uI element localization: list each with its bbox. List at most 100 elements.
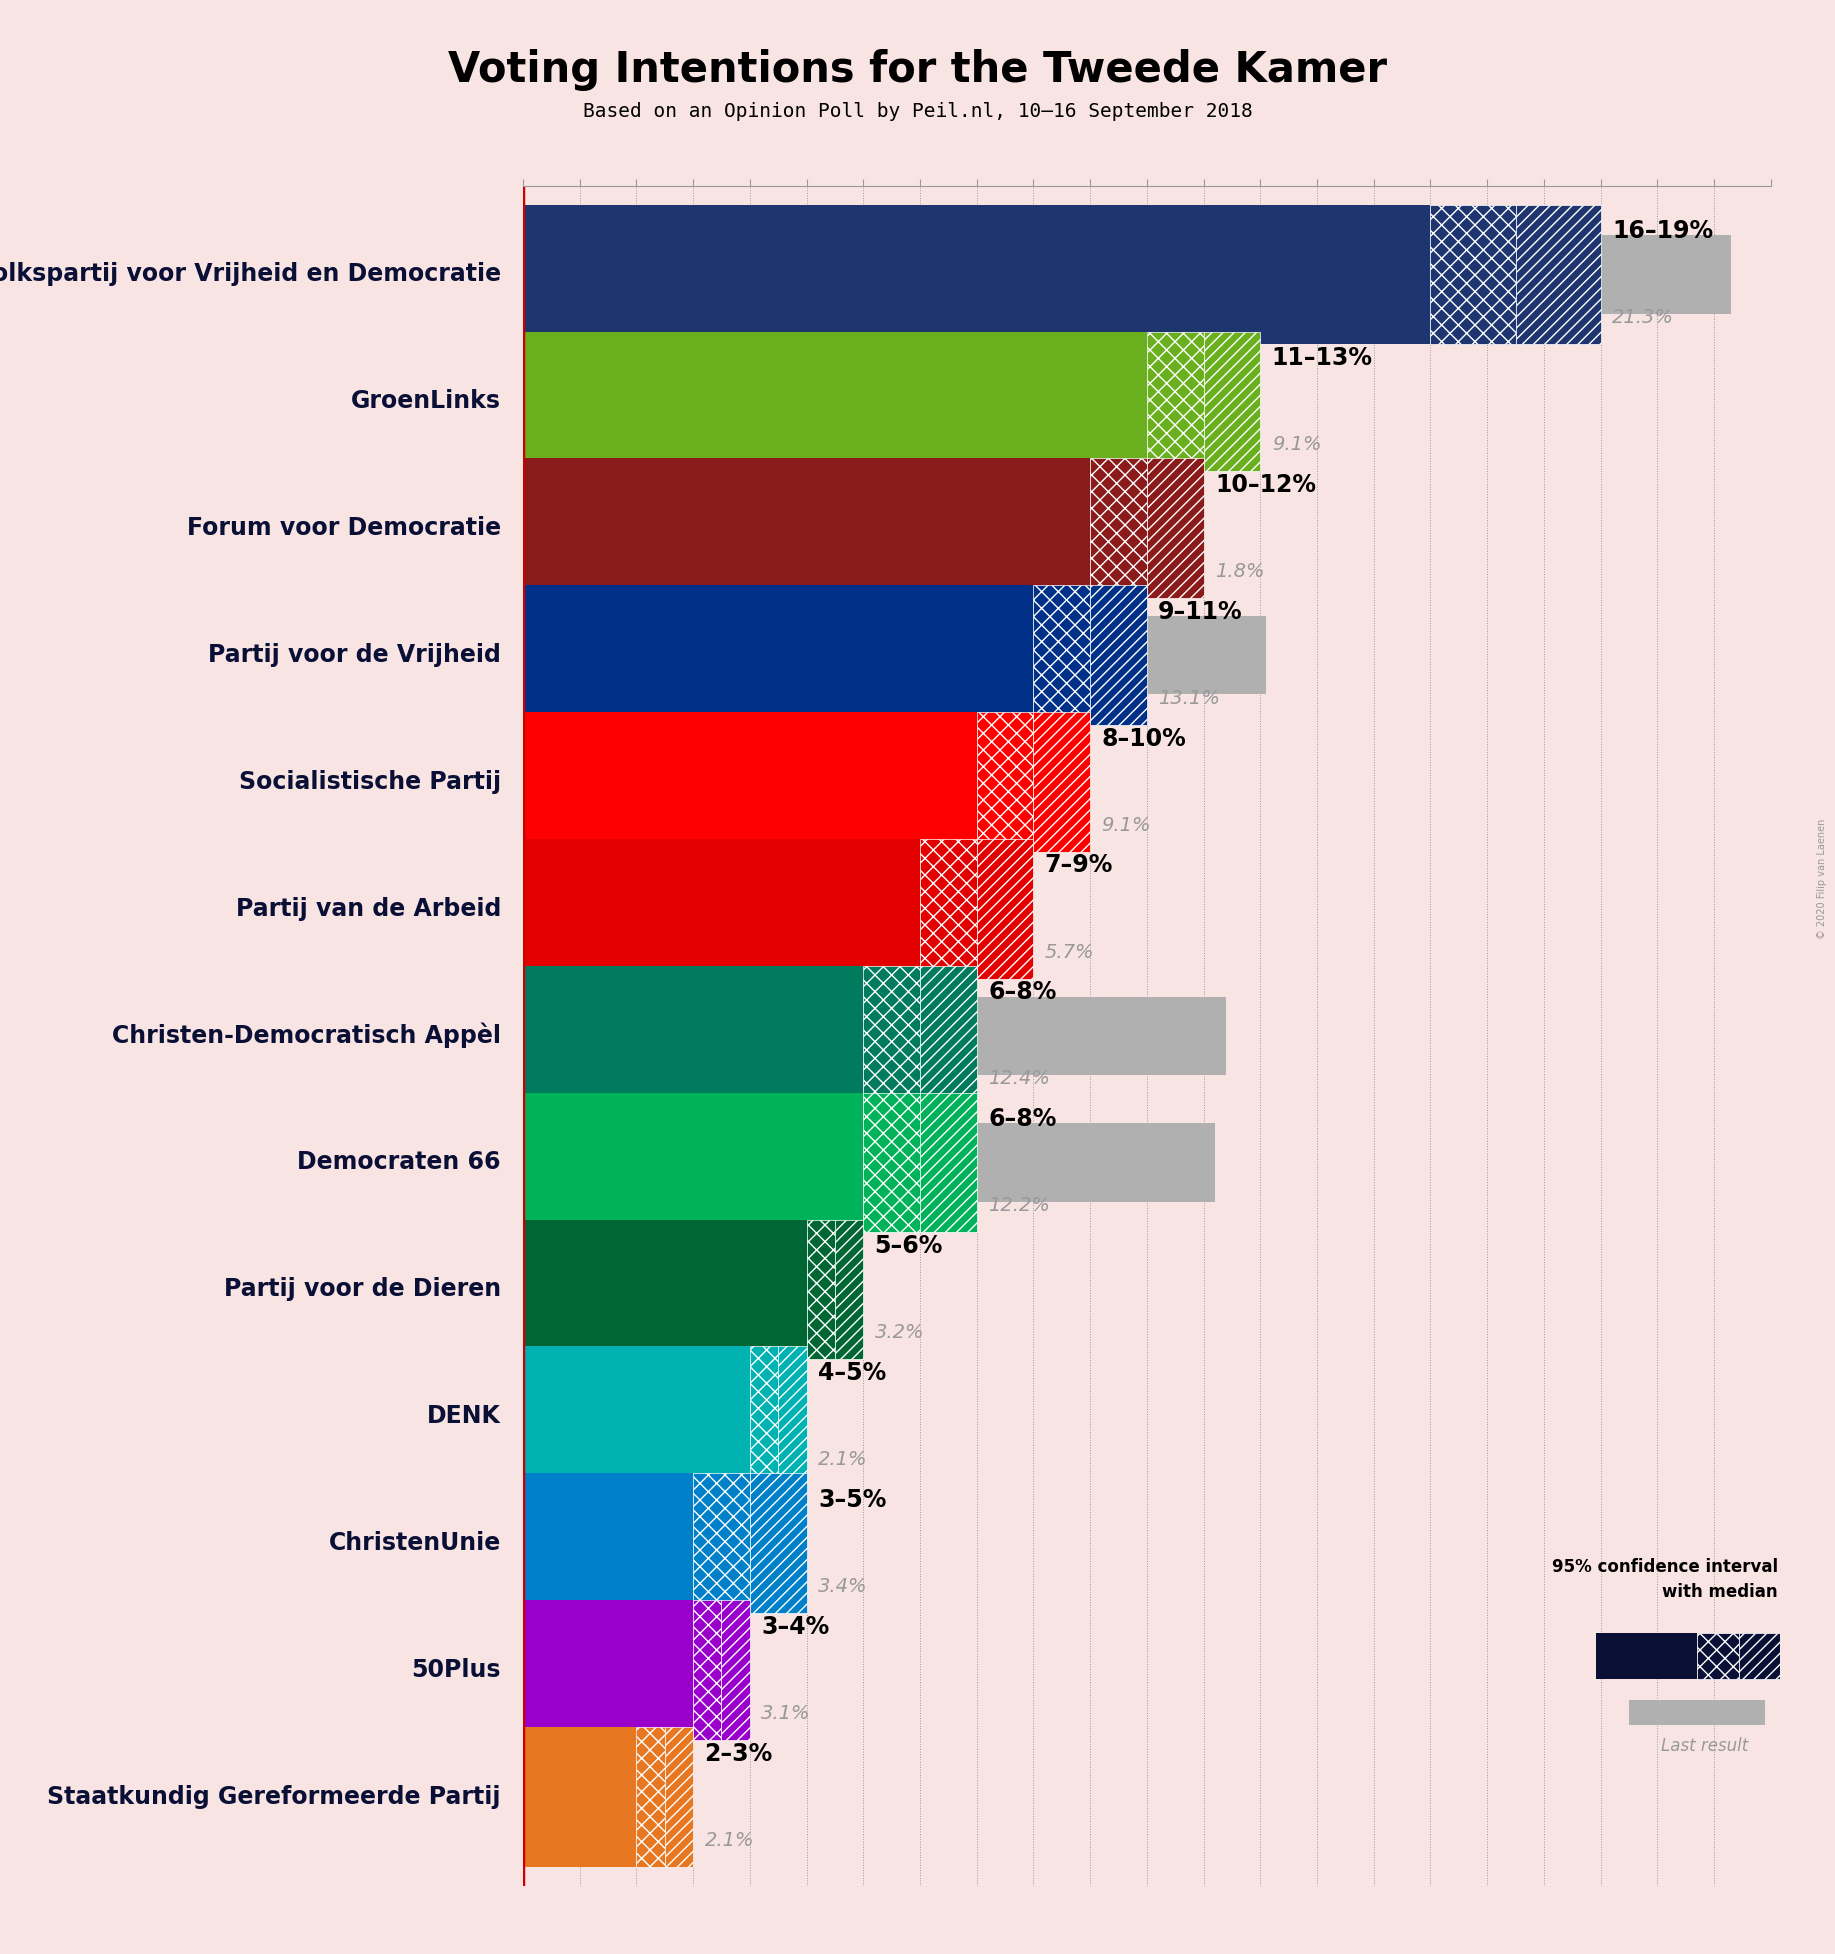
Text: Staatkundig Gereformeerde Partij: Staatkundig Gereformeerde Partij [48, 1784, 501, 1809]
Text: 7–9%: 7–9% [1044, 854, 1114, 877]
Bar [523, 205, 1431, 344]
Text: Partij voor de Vrijheid: Partij voor de Vrijheid [207, 643, 501, 666]
Bar [523, 1219, 807, 1360]
Bar [919, 1092, 976, 1233]
Text: Last result: Last result [1661, 1737, 1749, 1755]
Text: GroenLinks: GroenLinks [350, 389, 501, 414]
Bar [637, 1727, 664, 1866]
Bar [1033, 586, 1090, 725]
Text: 13.1%: 13.1% [1158, 690, 1220, 707]
Bar [523, 965, 862, 1106]
Bar [1090, 586, 1147, 725]
Bar [523, 711, 976, 852]
Bar [523, 361, 1039, 440]
Bar [523, 1600, 694, 1739]
Bar [523, 1378, 642, 1456]
Bar [919, 965, 976, 1106]
Text: 2.1%: 2.1% [818, 1450, 868, 1469]
Bar [523, 586, 1033, 725]
Text: 95% confidence interval
with median: 95% confidence interval with median [1552, 1557, 1778, 1600]
Text: Volkspartij voor Vrijheid en Democratie: Volkspartij voor Vrijheid en Democratie [0, 262, 501, 287]
Bar [523, 234, 1730, 313]
Text: 1.8%: 1.8% [1215, 563, 1264, 580]
Bar [1431, 205, 1516, 344]
Text: 4–5%: 4–5% [818, 1360, 886, 1385]
Bar [1740, 1634, 1780, 1678]
Text: 3.2%: 3.2% [875, 1323, 925, 1342]
Text: Partij voor de Dieren: Partij voor de Dieren [224, 1278, 501, 1301]
Bar [523, 1632, 699, 1710]
Bar [664, 1727, 694, 1866]
Bar [835, 1219, 862, 1360]
Bar [721, 1600, 751, 1739]
Text: 12.4%: 12.4% [987, 1069, 1050, 1088]
Text: DENK: DENK [428, 1405, 501, 1428]
Bar [1697, 1634, 1738, 1678]
Text: 3–5%: 3–5% [818, 1487, 886, 1512]
Text: Partij van de Arbeid: Partij van de Arbeid [235, 897, 501, 920]
Bar [1090, 459, 1147, 598]
Bar [751, 1473, 807, 1612]
Text: 21.3%: 21.3% [1611, 309, 1674, 326]
Text: 11–13%: 11–13% [1272, 346, 1373, 369]
Bar [523, 1251, 705, 1329]
Bar [523, 488, 626, 567]
Text: ChristenUnie: ChristenUnie [328, 1532, 501, 1555]
Bar [523, 1473, 694, 1612]
Bar [523, 459, 1090, 598]
Text: Based on an Opinion Poll by Peil.nl, 10–16 September 2018: Based on an Opinion Poll by Peil.nl, 10–… [584, 102, 1251, 121]
Bar [976, 838, 1033, 979]
Text: 3.4%: 3.4% [818, 1577, 868, 1596]
Bar [523, 1124, 1215, 1202]
Bar [1629, 1700, 1765, 1725]
Text: Democraten 66: Democraten 66 [297, 1151, 501, 1174]
Text: 12.2%: 12.2% [987, 1196, 1050, 1215]
Bar [523, 1759, 642, 1837]
Text: Christen-Democratisch Appèl: Christen-Democratisch Appèl [112, 1022, 501, 1049]
Text: 6–8%: 6–8% [987, 981, 1057, 1004]
Text: 9.1%: 9.1% [1272, 436, 1321, 453]
Bar [1033, 711, 1090, 852]
Text: 8–10%: 8–10% [1101, 727, 1185, 750]
Bar [976, 711, 1033, 852]
Text: 5–6%: 5–6% [875, 1235, 943, 1258]
Bar [523, 1727, 637, 1866]
Text: 50Plus: 50Plus [411, 1657, 501, 1682]
Text: 2.1%: 2.1% [705, 1831, 754, 1850]
Bar [1147, 459, 1204, 598]
Text: 9–11%: 9–11% [1158, 600, 1242, 623]
Text: Socialistische Partij: Socialistische Partij [239, 770, 501, 793]
Bar [523, 870, 846, 948]
Bar [523, 838, 919, 979]
Bar [1204, 332, 1261, 471]
Bar [523, 1346, 751, 1485]
Bar [523, 1092, 862, 1233]
Bar [523, 616, 1266, 694]
Bar [694, 1600, 721, 1739]
Bar [919, 838, 976, 979]
Bar [807, 1219, 835, 1360]
Bar [1516, 205, 1600, 344]
Bar [778, 1346, 807, 1485]
Bar [862, 1092, 919, 1233]
Bar [751, 1346, 778, 1485]
Text: 9.1%: 9.1% [1101, 815, 1151, 834]
Text: 2–3%: 2–3% [705, 1741, 773, 1766]
Text: Voting Intentions for the Tweede Kamer: Voting Intentions for the Tweede Kamer [448, 49, 1387, 90]
Bar [523, 332, 1147, 471]
Bar [1147, 332, 1204, 471]
Bar [523, 997, 1226, 1075]
Text: 10–12%: 10–12% [1215, 473, 1316, 496]
Text: 5.7%: 5.7% [1044, 942, 1094, 961]
Text: 3–4%: 3–4% [762, 1614, 829, 1639]
Text: Forum voor Democratie: Forum voor Democratie [187, 516, 501, 539]
Bar [862, 965, 919, 1106]
Bar [694, 1473, 751, 1612]
Text: 3.1%: 3.1% [762, 1704, 811, 1723]
Bar [523, 1505, 716, 1583]
Text: 16–19%: 16–19% [1611, 219, 1714, 242]
Text: 6–8%: 6–8% [987, 1108, 1057, 1131]
Bar [523, 743, 1039, 821]
Bar [1596, 1634, 1697, 1678]
Text: © 2020 Filip van Laenen: © 2020 Filip van Laenen [1817, 819, 1828, 940]
